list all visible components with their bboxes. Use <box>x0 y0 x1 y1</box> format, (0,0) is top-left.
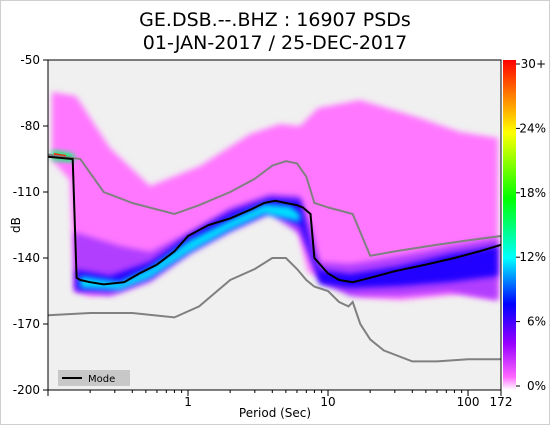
colorbar-label: 24% <box>519 121 546 135</box>
y-axis: -50 -80 -110 -140 -170 -200 <box>13 53 48 397</box>
y-tick-label: -50 <box>20 53 40 67</box>
y-axis-label: dB <box>9 217 23 233</box>
mode-line <box>48 155 501 286</box>
x-tick-label: 1 <box>184 395 192 409</box>
x-tick-label: 100 <box>457 395 480 409</box>
colorbar <box>503 60 516 390</box>
x-tick-label: 10 <box>320 395 335 409</box>
y-tick-label: -170 <box>13 317 40 331</box>
y-tick-label: -110 <box>13 185 40 199</box>
colorbar-axis: 30+ 24% 18% 12% 6% 0% <box>516 57 546 393</box>
low-noise-model-line <box>48 257 501 363</box>
legend-mode-label: Mode <box>88 374 115 385</box>
chart-title-line-2: 01-JAN-2017 / 25-DEC-2017 <box>142 32 408 54</box>
y-tick-label: -80 <box>20 119 40 133</box>
x-axis: 1 10 100 172 <box>47 390 513 409</box>
colorbar-label: 18% <box>519 186 546 200</box>
chart-title-line-1: GE.DSB.--.BHZ : 16907 PSDs <box>139 9 411 31</box>
legend-box <box>58 370 130 386</box>
colorbar-label: 0% <box>527 379 546 393</box>
x-axis-label: Period (Sec) <box>239 406 311 420</box>
colorbar-label: 6% <box>527 315 546 329</box>
density-cyan-core <box>80 204 300 290</box>
y-tick-label: -200 <box>13 383 40 397</box>
colorbar-label: 12% <box>519 250 546 264</box>
legend: Mode <box>58 370 130 386</box>
plot-border <box>47 59 502 391</box>
high-noise-model-line <box>48 153 501 257</box>
x-tick-label: 172 <box>490 395 513 409</box>
colorbar-label: 30+ <box>521 57 546 71</box>
y-tick-label: -140 <box>13 251 40 265</box>
